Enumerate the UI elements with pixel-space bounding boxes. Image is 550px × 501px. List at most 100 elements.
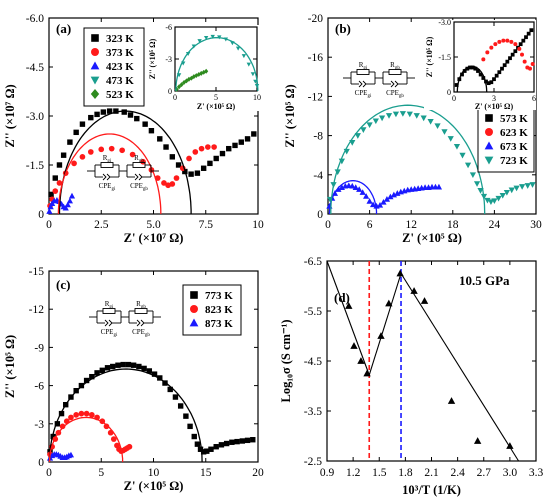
b-inset-data-point: [517, 46, 522, 51]
d-data-point: [420, 297, 429, 304]
a-inset-data-point: [177, 84, 182, 90]
b-inset-data-point: [486, 81, 491, 86]
a-legend-marker: [90, 89, 100, 99]
b-data-point: [366, 198, 373, 204]
c-data-point: [229, 439, 235, 445]
c-data-point: [234, 438, 240, 445]
b-inset-series-623k: [481, 38, 535, 71]
a-data-point: [87, 149, 94, 155]
d-data-point: [473, 437, 482, 444]
a-inset-series-523k: [174, 68, 209, 92]
b-inset-data-point: [524, 35, 528, 40]
c-circuit-label-sub: gb: [141, 305, 147, 310]
c-y-tick-label: -6: [34, 381, 44, 393]
a-data-point: [211, 144, 217, 150]
b-circuit-label-sub: gb: [395, 66, 401, 71]
d-x-tick-label: 1.2: [346, 467, 361, 479]
d-y-tick-label: -2.5: [304, 456, 322, 468]
a-data-point: [106, 108, 113, 114]
a-data-point: [148, 128, 155, 134]
b-inset-data-point: [501, 38, 506, 43]
a-inset-data-point: [204, 68, 209, 74]
a-data-point: [47, 203, 54, 210]
c-circuit-label-r2: Rgb: [136, 300, 146, 310]
c-data-point: [94, 370, 100, 376]
a-circuit-label-sub: gb: [139, 159, 145, 164]
b-data-point: [372, 118, 379, 125]
b-inset-data-point: [529, 28, 534, 33]
c-data-point: [89, 412, 95, 418]
a-data-point: [79, 121, 86, 127]
a-data-point: [100, 109, 107, 115]
b-inset-y-tick-label: -3.0: [438, 18, 451, 27]
c-data-point: [99, 367, 105, 374]
c-series-873k: [46, 451, 75, 461]
b-data-point: [484, 197, 491, 204]
a-data-point: [200, 165, 207, 171]
b-inset-data-point: [489, 80, 494, 85]
b-legend-label: 623 K: [500, 127, 528, 139]
c-data-point: [244, 437, 251, 444]
b-data-point: [383, 196, 391, 202]
a-data-point: [56, 162, 63, 168]
b-y-tick-label: 0: [317, 209, 323, 221]
panel-a: 0 2.5 5.0 7.5 10 0 -1.5 -3.0 -4.5 -6.0 Z' (×10⁷ Ω)…: [3, 13, 264, 245]
a-inset-x-tick-label: 0: [173, 93, 177, 102]
b-inset-data-point: [521, 38, 526, 43]
d-fit-line: [400, 273, 520, 462]
a-fit-curve: [58, 110, 192, 214]
a-inset-y-axis-label: Z'' (×10⁵ Ω): [148, 38, 157, 79]
a-circuit-label-sub: gi: [107, 159, 112, 164]
a-circuit-label-c2: CPEgb: [130, 182, 148, 192]
b-legend-marker: [485, 128, 493, 136]
b-circuit-label-c1: CPEgi: [355, 89, 372, 99]
b-legend-label: 573 K: [500, 113, 528, 125]
a-circuit-label-sub: gb: [143, 187, 149, 192]
c-circuit-label-sub: gi: [113, 333, 118, 338]
c-x-axis-label: Z' (×10⁵ Ω): [124, 479, 184, 493]
c-data-point: [167, 386, 173, 393]
a-inset-data-point: [235, 46, 241, 51]
a-data-point: [119, 147, 125, 154]
b-data-point: [453, 143, 461, 150]
c-data-point: [115, 362, 121, 368]
b-data-point: [413, 113, 420, 119]
b-inset-fit-curve: [456, 65, 488, 92]
a-data-point: [238, 139, 244, 145]
a-data-point: [173, 175, 180, 181]
a-inset-x-axis-label: Z' (×10⁵ Ω): [197, 102, 236, 111]
c-data-point: [239, 438, 246, 444]
c-data-point: [197, 446, 204, 452]
b-inset-x-tick-label: 0: [452, 94, 456, 103]
a-y-tick-label: 0: [38, 209, 44, 221]
b-data-point: [390, 191, 397, 198]
a-inset-fit-curve: [175, 37, 259, 92]
c-circuit-label-r1: Rgi: [105, 300, 114, 310]
a-data-point: [46, 208, 53, 214]
c-data-point: [89, 373, 95, 380]
d-x-tick-label: 2.7: [477, 467, 492, 479]
b-y-axis-label: Z'' (×10⁵ Ω): [283, 84, 297, 147]
b-plot-frame: [327, 17, 537, 215]
b-legend-marker: [484, 156, 494, 165]
b-x-tick-label: 30: [530, 219, 542, 231]
b-data-point: [399, 111, 406, 117]
b-fit-curve: [328, 180, 378, 214]
b-data-point: [394, 190, 401, 196]
a-data-point: [140, 158, 146, 165]
c-y-tick-label: -3: [34, 419, 44, 431]
b-data-point: [499, 192, 506, 199]
c-panel-label: (c): [56, 277, 70, 292]
d-annotation: 10.5 GPa: [459, 273, 510, 288]
a-data-point: [113, 108, 119, 114]
b-inset-data-point: [468, 65, 472, 70]
b-data-point: [441, 129, 448, 135]
b-inset-data-point: [489, 45, 494, 50]
b-data-point: [387, 193, 394, 200]
b-data-point: [491, 198, 498, 205]
c-circuit-label-base: CPE: [132, 328, 145, 336]
d-y-tick-label: -5.5: [304, 306, 322, 318]
c-data-point: [177, 403, 184, 409]
a-data-point: [163, 144, 169, 150]
